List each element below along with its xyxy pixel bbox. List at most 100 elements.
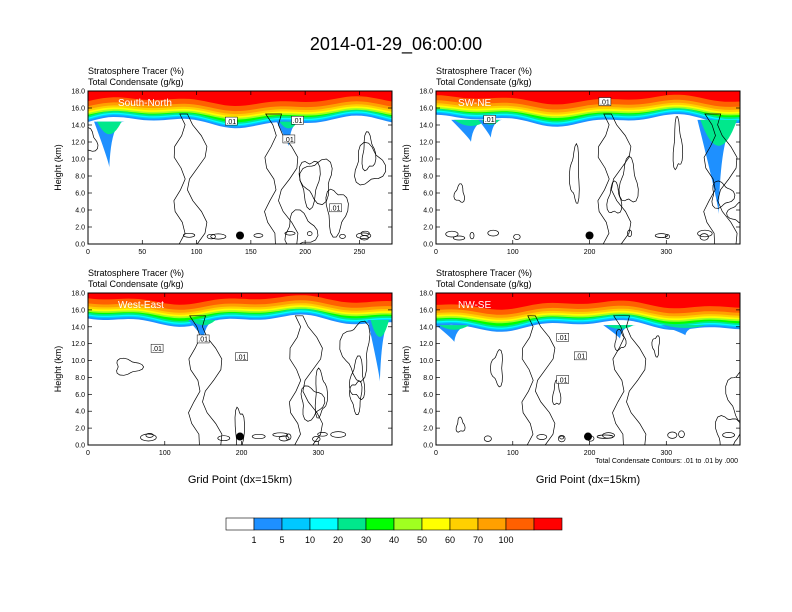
contour-line: [356, 232, 372, 239]
contour-line: [361, 131, 377, 172]
contour-label: .01: [485, 117, 495, 124]
panel-header-condensate: Total Condensate (g/kg): [88, 77, 184, 87]
cross-section-label: NW-SE: [458, 300, 491, 311]
y-tick-label: 16.0: [71, 307, 85, 314]
y-tick-label: 10.0: [419, 358, 433, 365]
contour-line: [284, 231, 296, 236]
contour-line: [217, 435, 231, 442]
colorbar-cell: [505, 517, 535, 531]
contour-label-box: [556, 333, 569, 342]
colorbar-label: 70: [473, 535, 483, 545]
contour-line: [183, 232, 196, 238]
y-tick-label: 2.0: [75, 225, 85, 232]
colorbar-label: 30: [361, 535, 371, 545]
contour-line: [490, 349, 503, 388]
contour-label-box: [150, 343, 164, 353]
colorbar-label: 60: [445, 535, 455, 545]
contour-line: [699, 233, 709, 241]
contour-line: [264, 113, 299, 244]
plot-frame: [87, 90, 393, 245]
panel-header-condensate: Total Condensate (g/kg): [436, 77, 532, 87]
colorbar-label: 20: [333, 535, 343, 545]
contour-line: [253, 233, 264, 238]
y-tick-label: 0.0: [75, 443, 85, 450]
y-tick-label: 18.0: [71, 291, 85, 298]
contour-line: [453, 183, 465, 203]
panel-header-tracer: Stratosphere Tracer (%): [88, 66, 184, 76]
tracer-intrusion: [451, 119, 491, 142]
x-tick-label: 250: [354, 249, 366, 256]
colorbar-cell: [337, 517, 367, 531]
panel-header-tracer: Stratosphere Tracer (%): [436, 268, 532, 278]
tracer-field: [88, 91, 392, 168]
contour-line: [618, 155, 639, 203]
y-tick-label: 8.0: [423, 375, 433, 382]
contour-line: [559, 435, 565, 440]
x-tick-label: 100: [507, 450, 519, 457]
y-tick-label: 14.0: [71, 324, 85, 331]
contour-line: [210, 233, 227, 240]
contour-line: [487, 229, 499, 237]
contour-label: .01: [226, 119, 236, 126]
colorbar-label: 5: [279, 535, 284, 545]
tracer-intrusion: [276, 121, 301, 147]
colorbar-cell: [365, 517, 395, 531]
contour-line: [596, 434, 614, 439]
y-axis-label: Height (km): [53, 346, 63, 393]
y-tick-label: 0.0: [423, 242, 433, 249]
panel-3: .01 .01 .01 0.0 2.0 4.0 6.0 8.0 10.0 12.0 14.0 16.0…: [53, 268, 393, 486]
contour-line: [521, 315, 556, 445]
contour-label: .01: [558, 335, 568, 342]
colorbar-label: 10: [305, 535, 315, 545]
contour-label: .01: [198, 337, 208, 344]
y-tick-label: 16.0: [419, 106, 433, 113]
plot-frame: [87, 292, 393, 446]
contour-line: [678, 430, 685, 438]
contour-line: [654, 233, 668, 238]
colorbar-label: 40: [389, 535, 399, 545]
panel-4: .01 .01 .01 0.0 2.0 4.0 6.0 8.0 10.0 12.0 14.0 16.0…: [401, 268, 741, 486]
condensate-contours: [116, 315, 371, 445]
contour-line: [453, 235, 466, 241]
contour-line: [711, 180, 736, 209]
contour-line: [722, 432, 735, 438]
condensate-contours: [455, 315, 740, 445]
contour-line: [145, 433, 154, 438]
plot-frame: [435, 90, 741, 245]
tracer-field: [88, 293, 392, 382]
y-tick-label: 18.0: [419, 89, 433, 96]
location-marker: [236, 231, 244, 240]
contour-line: [606, 180, 623, 214]
y-tick-label: 0.0: [75, 242, 85, 249]
colorbar: 1 5 10 20 30 40 50 60 70 100: [225, 517, 563, 545]
contour-line: [88, 127, 99, 152]
contour-line: [278, 435, 290, 442]
contour-line: [627, 229, 633, 237]
panel-header-condensate: Total Condensate (g/kg): [436, 279, 532, 289]
contour-line: [354, 141, 387, 186]
contour-line: [455, 416, 466, 433]
y-tick-label: 10.0: [71, 358, 85, 365]
condensate-contours: [88, 113, 387, 244]
contour-line: [483, 435, 492, 442]
x-tick-label: 0: [86, 249, 90, 256]
panel-header-condensate: Total Condensate (g/kg): [88, 279, 184, 289]
x-tick-label: 200: [584, 450, 596, 457]
colorbar-cell: [281, 517, 311, 531]
colorbar-cell: [449, 517, 479, 531]
y-axis-label: Height (km): [53, 144, 63, 191]
tracer-intrusion: [439, 325, 470, 330]
contour-line: [552, 379, 562, 405]
contour-line: [314, 367, 328, 419]
contour-line: [672, 116, 684, 171]
x-tick-label: 100: [507, 249, 519, 256]
contour-line: [300, 385, 326, 422]
x-tick-label: 100: [159, 450, 171, 457]
contour-line: [349, 355, 366, 401]
cross-section-label: SW-NE: [458, 98, 491, 109]
contour-line: [285, 433, 292, 441]
y-tick-label: 8.0: [423, 174, 433, 181]
y-tick-label: 2.0: [423, 225, 433, 232]
x-tick-label: 200: [299, 249, 311, 256]
contour-line: [445, 230, 459, 238]
